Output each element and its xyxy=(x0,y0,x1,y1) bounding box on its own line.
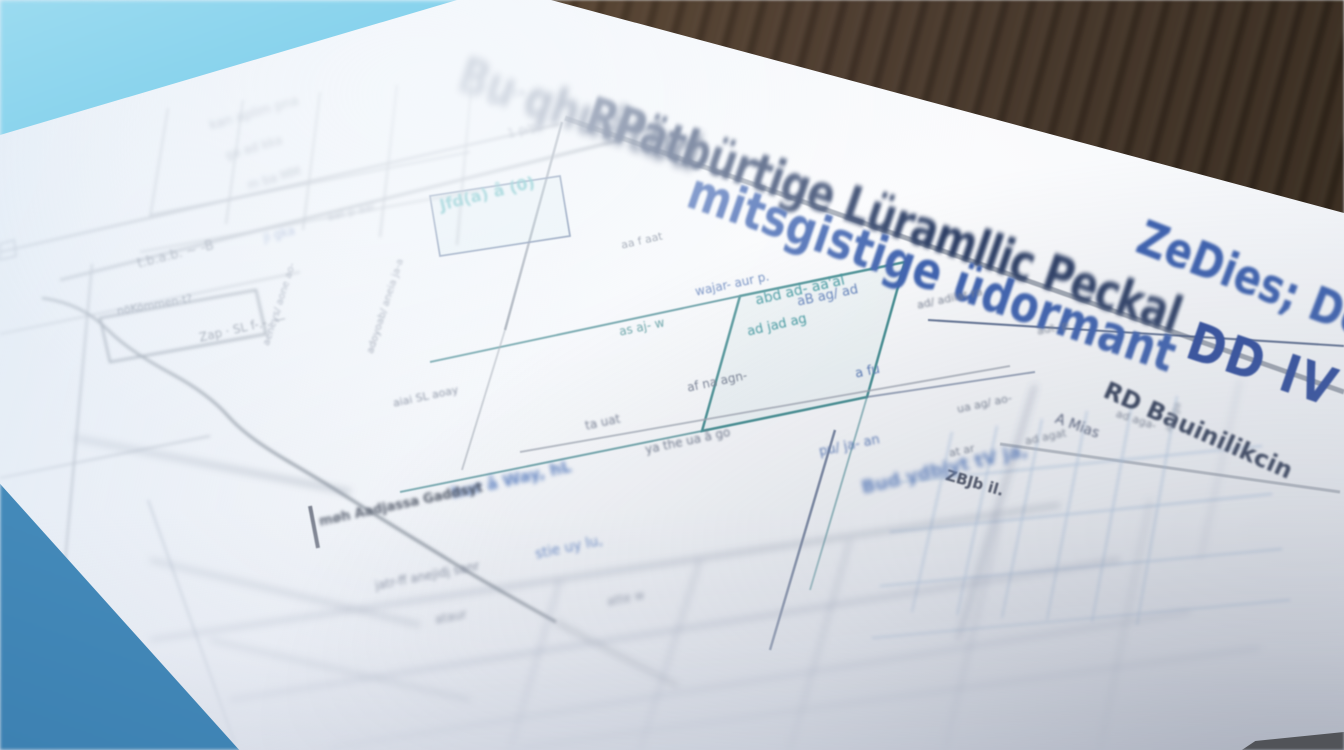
photo-paper-form-on-desk: Bu qhuâtbd RPätbürtige Lüramllic Peckal … xyxy=(0,0,1344,750)
